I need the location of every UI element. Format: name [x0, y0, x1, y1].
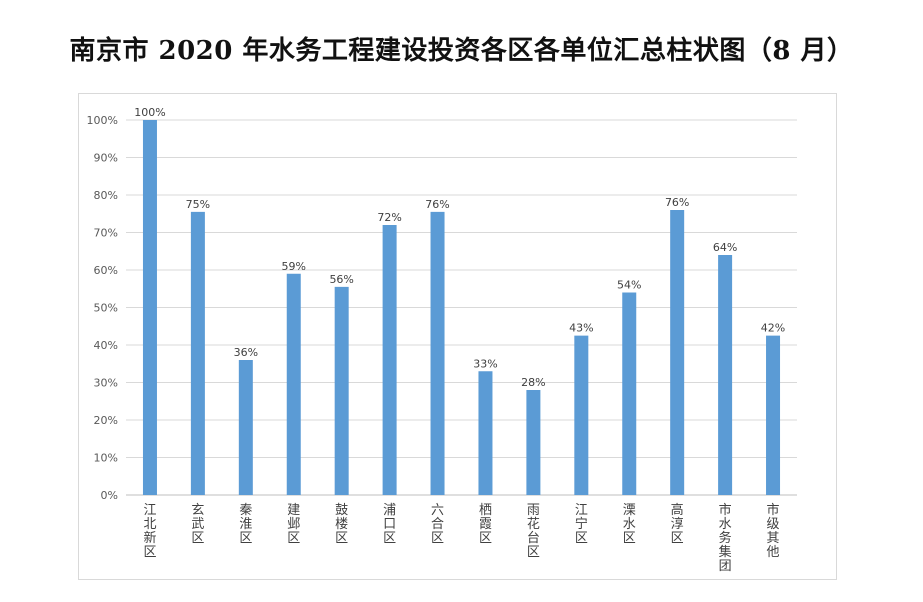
bar [142, 120, 157, 495]
y-tick-label: 0% [101, 489, 118, 502]
bar [334, 286, 349, 495]
bar [670, 210, 685, 495]
y-tick-label: 60% [94, 264, 118, 277]
bar [718, 255, 733, 495]
x-tick-label: 江北新区 [143, 503, 156, 560]
y-tick-label: 40% [94, 339, 118, 352]
x-tick-label: 浦口区 [383, 503, 396, 546]
x-tick-label: 溧水区 [623, 503, 636, 546]
bar [574, 335, 589, 495]
x-tick-label: 市水务集团 [719, 502, 732, 574]
x-tick-label: 建邺区 [287, 503, 300, 546]
x-tick-label: 玄武区 [191, 503, 204, 546]
y-tick-label: 30% [94, 377, 118, 390]
bar [622, 292, 637, 495]
y-tick-label: 100% [87, 114, 118, 127]
data-label: 75% [186, 198, 210, 211]
bar [238, 360, 253, 495]
x-tick-label: 高淳区 [671, 502, 684, 546]
data-label: 76% [425, 198, 449, 211]
x-tick-label: 栖霞区 [479, 503, 492, 546]
data-label: 76% [665, 196, 689, 209]
x-tick-label: 雨花台区 [527, 503, 540, 560]
data-label: 42% [761, 322, 785, 335]
data-label: 72% [377, 211, 401, 224]
bar [526, 390, 541, 495]
data-label: 36% [234, 346, 258, 359]
x-tick-label: 六合区 [431, 503, 444, 546]
data-label: 100% [134, 106, 165, 119]
data-label: 56% [329, 273, 353, 286]
y-tick-label: 10% [94, 452, 118, 465]
data-label: 64% [713, 241, 737, 254]
y-tick-label: 70% [94, 227, 118, 240]
data-label: 59% [282, 260, 306, 273]
bar [430, 211, 445, 495]
y-tick-label: 80% [94, 189, 118, 202]
bar [190, 211, 205, 495]
data-label: 54% [617, 279, 641, 292]
data-label: 43% [569, 322, 593, 335]
data-label: 33% [473, 357, 497, 370]
x-tick-label: 市级其他 [767, 502, 780, 560]
y-tick-label: 90% [94, 152, 118, 165]
y-tick-label: 20% [94, 414, 118, 427]
x-tick-label: 鼓楼区 [335, 503, 348, 546]
bar [382, 225, 397, 495]
x-tick-label: 秦淮区 [239, 503, 252, 546]
chart-title: 南京市 2020 年水务工程建设投资各区各单位汇总柱状图（8 月） [69, 36, 854, 66]
bar [478, 371, 493, 495]
bar [286, 273, 301, 495]
y-tick-label: 50% [94, 302, 118, 315]
x-tick-label: 江宁区 [575, 503, 588, 546]
data-label: 28% [521, 376, 545, 389]
bar [766, 335, 781, 495]
